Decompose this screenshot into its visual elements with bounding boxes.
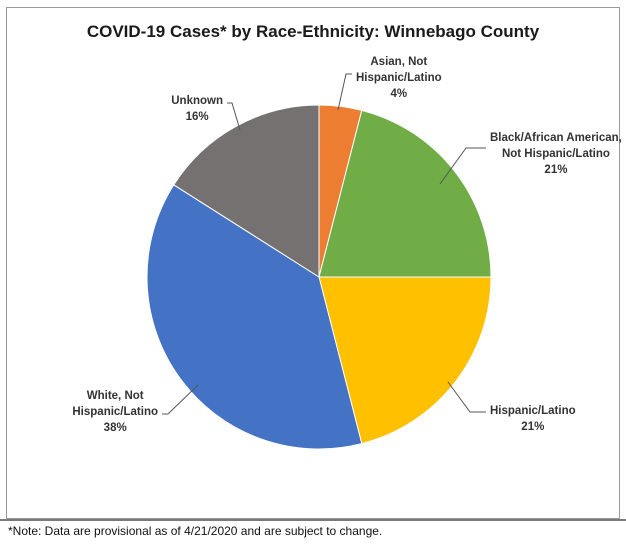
slice-label: White, Not Hispanic/Latino 38% — [72, 390, 158, 434]
pie-slice — [318, 109, 492, 278]
slice-label: Asian, Not Hispanic/Latino 4% — [356, 56, 442, 100]
chart-title: COVID-19 Cases* by Race-Ethnicity: Winne… — [86, 22, 540, 41]
leader-line — [447, 381, 486, 413]
leader-line — [439, 147, 486, 185]
pie-slice — [318, 276, 492, 445]
pie-slice — [173, 104, 320, 278]
divider — [0, 519, 626, 521]
leader-line — [337, 73, 352, 111]
leader-line — [162, 384, 199, 415]
slice-label: Hispanic/Latino 21% — [490, 405, 576, 433]
slice-label: Unknown 16% — [171, 95, 223, 123]
leader-line — [227, 102, 241, 131]
pie-slice — [146, 184, 363, 450]
footnote: *Note: Data are provisional as of 4/21/2… — [8, 524, 383, 538]
slice-label: Black/African American, Not Hispanic/Lati… — [490, 132, 622, 176]
